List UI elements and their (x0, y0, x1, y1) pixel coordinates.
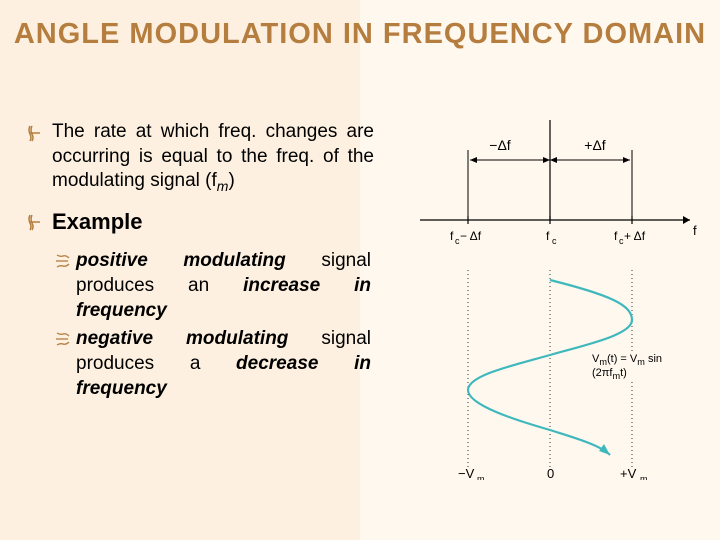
slide: ANGLE MODULATION IN FREQUENCY DOMAIN The… (0, 0, 720, 540)
bullet-1-prefix: The rate at which freq. changes are occu… (52, 121, 374, 191)
bullet-icon (26, 123, 48, 145)
sub-2-text: negative modulating signal produces a de… (76, 327, 371, 401)
bullet-1-sub: m (217, 178, 229, 194)
svg-text:0: 0 (547, 466, 554, 480)
svg-text:f: f (546, 229, 550, 243)
sub-bullet-1: positive modulating signal produces an i… (54, 249, 374, 323)
svg-text:+ Δf: + Δf (624, 229, 646, 243)
vm-sub3: m (612, 371, 620, 381)
svg-text:c: c (552, 236, 557, 246)
sub2-b1: negative modulating (76, 328, 288, 349)
sub-1-text: positive modulating signal produces an i… (76, 249, 371, 323)
svg-text:f: f (614, 229, 618, 243)
svg-text:−Δf: −Δf (489, 137, 511, 153)
sub-bullet-icon (54, 252, 74, 272)
bullet-icon (26, 212, 48, 234)
example-label: Example (52, 209, 143, 235)
vm-suffix: t) (620, 367, 627, 379)
sub-bullet-icon (54, 330, 74, 350)
vm-sub2: m (637, 357, 645, 367)
vm-mid: (t) = V (607, 353, 637, 365)
sub1-b1: positive modulating (76, 250, 286, 271)
sub-bullets: positive modulating signal produces an i… (54, 249, 374, 401)
slide-title: ANGLE MODULATION IN FREQUENCY DOMAIN (0, 18, 720, 51)
vm-sub1: m (599, 357, 607, 367)
svg-text:f: f (693, 223, 697, 238)
vm-formula: Vm(t) = Vm sin (2πfmt) (590, 352, 700, 382)
bullet-1: The rate at which freq. changes are occu… (26, 120, 374, 195)
svg-text:m: m (640, 474, 648, 480)
bullet-1-suffix: ) (228, 170, 234, 191)
svg-text:−V: −V (458, 466, 475, 480)
bullet-1-text: The rate at which freq. changes are occu… (52, 120, 374, 195)
sub-bullet-2: negative modulating signal produces a de… (54, 327, 374, 401)
bullet-example: Example (26, 209, 374, 235)
svg-text:f: f (450, 229, 454, 243)
svg-text:m: m (477, 474, 485, 480)
figure: −Δf +Δf f f c − Δf f c f c + Δf −V m 0 +… (400, 120, 700, 480)
svg-text:+V: +V (620, 466, 637, 480)
svg-text:− Δf: − Δf (460, 229, 482, 243)
svg-text:+Δf: +Δf (584, 137, 606, 153)
content-area: The rate at which freq. changes are occu… (26, 120, 374, 405)
